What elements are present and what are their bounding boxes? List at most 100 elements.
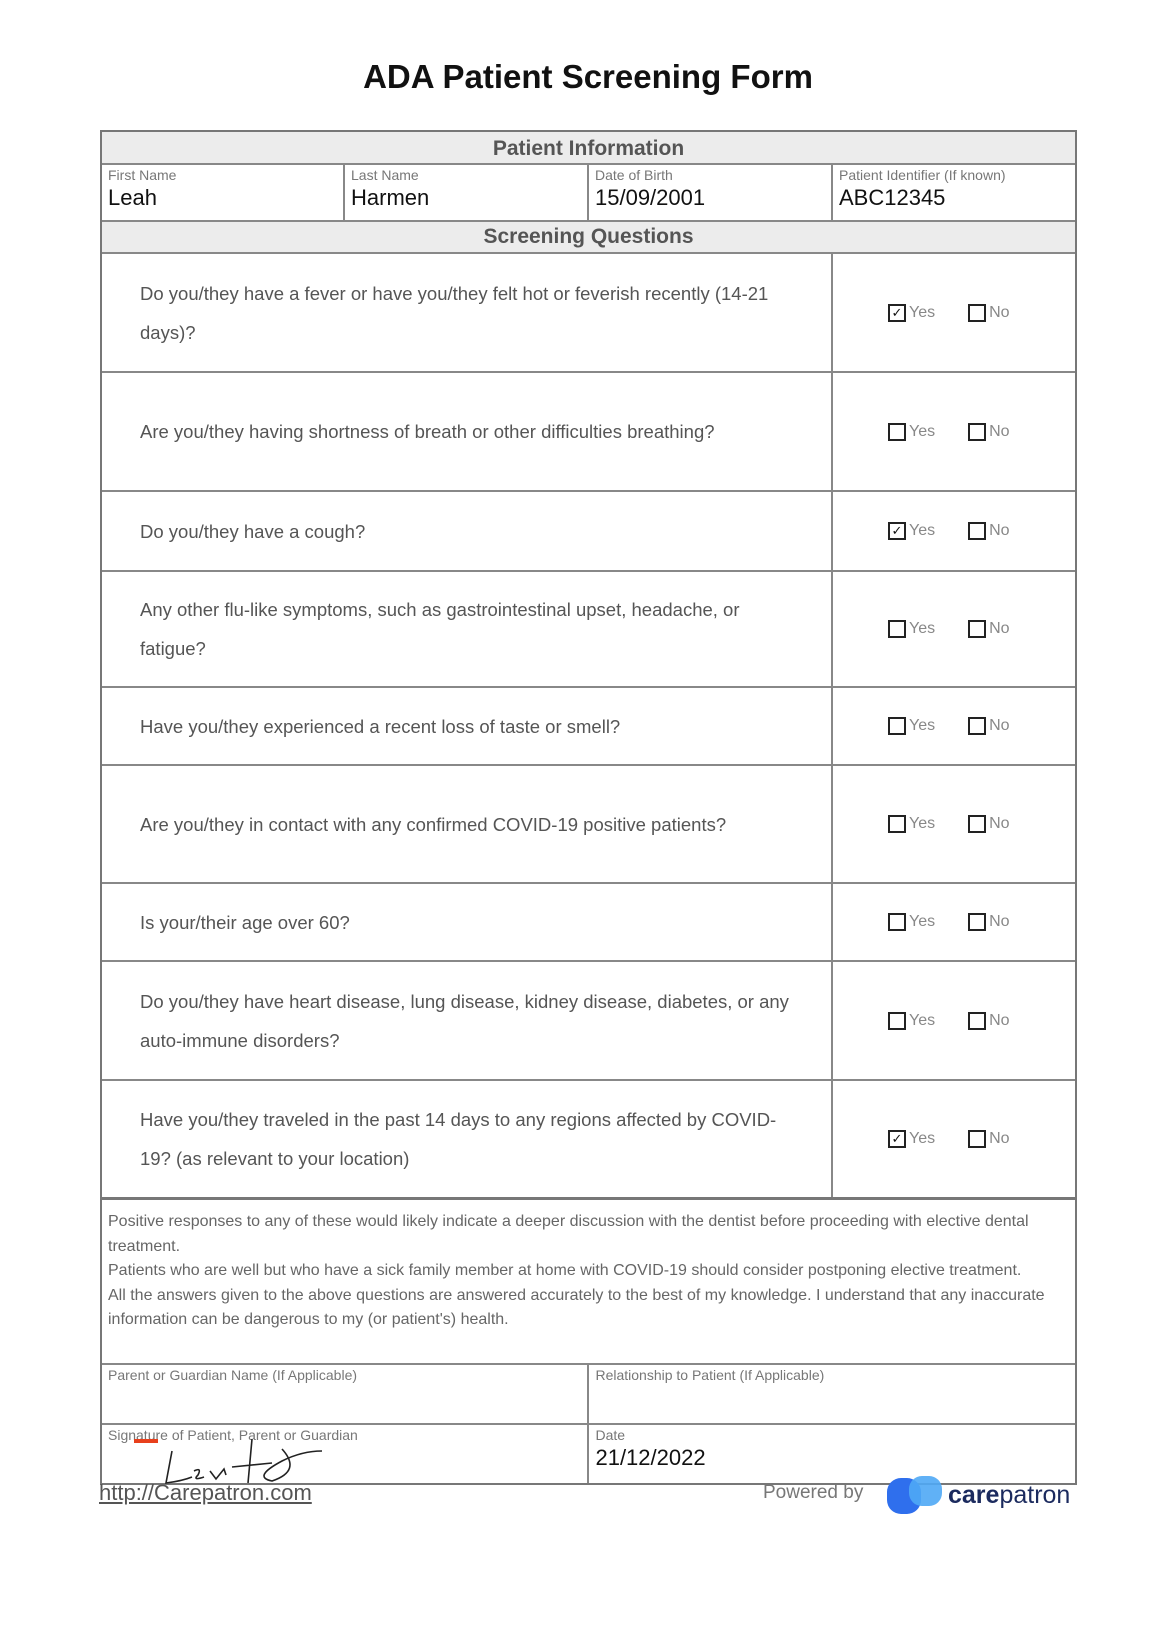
answer-options: ✓ Yes No xyxy=(833,1081,1075,1197)
no-checkbox[interactable] xyxy=(968,717,987,735)
yes-option[interactable]: Yes xyxy=(888,422,935,441)
no-option[interactable]: No xyxy=(968,1011,1010,1030)
no-checkbox[interactable] xyxy=(968,1130,987,1148)
yes-checkbox[interactable] xyxy=(888,717,906,735)
yes-label: Yes xyxy=(909,815,936,832)
question-row: Do you/they have a fever or have you/the… xyxy=(102,254,1075,373)
brand-rest: patron xyxy=(999,1480,1071,1509)
yes-checkbox[interactable]: ✓ xyxy=(888,303,906,322)
signature-field[interactable]: Signature of Patient, Parent or Guardian xyxy=(102,1425,590,1484)
page-title: ADA Patient Screening Form xyxy=(363,58,813,95)
notes-section: Positive responses to any of these would… xyxy=(102,1197,1075,1363)
yes-label: Yes xyxy=(909,303,936,321)
no-label: No xyxy=(989,620,1010,637)
no-label: No xyxy=(989,422,1010,440)
date-field[interactable]: Date 21/12/2022 xyxy=(589,1425,1075,1483)
yes-checkbox[interactable] xyxy=(888,815,906,833)
answer-options: Yes No xyxy=(833,572,1075,686)
guardian-name-field[interactable]: Parent or Guardian Name (If Applicable) xyxy=(102,1365,590,1423)
yes-option[interactable]: ✓ Yes xyxy=(888,522,935,540)
no-checkbox[interactable] xyxy=(968,522,987,540)
question-text: Do you/they have a cough? xyxy=(102,492,833,570)
question-text: Have you/they traveled in the past 14 da… xyxy=(102,1081,833,1197)
question-row: Is your/their age over 60? Yes No xyxy=(102,884,1075,962)
question-row: Do you/they have heart disease, lung dis… xyxy=(102,962,1075,1081)
yes-label: Yes xyxy=(909,620,936,637)
date-of-birth-field[interactable]: Date of Birth 15/09/2001 xyxy=(589,165,833,220)
yes-option[interactable]: Yes xyxy=(888,815,935,833)
no-checkbox[interactable] xyxy=(968,913,987,931)
question-text: Is your/their age over 60? xyxy=(102,884,833,960)
yes-checkbox[interactable] xyxy=(888,620,906,638)
signature-image xyxy=(134,1438,323,1484)
date-of-birth-value: 15/09/2001 xyxy=(595,185,706,210)
no-option[interactable]: No xyxy=(968,522,1010,540)
guardian-name-label: Parent or Guardian Name (If Applicable) xyxy=(108,1367,358,1383)
relationship-label: Relationship to Patient (If Applicable) xyxy=(595,1367,825,1383)
question-text: Do you/they have heart disease, lung dis… xyxy=(102,962,833,1079)
yes-label: Yes xyxy=(909,1011,936,1029)
answer-options: ✓ Yes No xyxy=(833,492,1075,570)
yes-label: Yes xyxy=(909,717,936,734)
signature-row: Signature of Patient, Parent or Guardian… xyxy=(102,1423,1075,1484)
yes-label: Yes xyxy=(909,1130,936,1147)
question-text: Any other flu-like symptoms, such as gas… xyxy=(102,572,833,686)
no-option[interactable]: No xyxy=(968,303,1010,322)
no-checkbox[interactable] xyxy=(968,303,987,322)
no-checkbox[interactable] xyxy=(968,422,987,441)
question-text: Have you/they experienced a recent loss … xyxy=(102,688,833,764)
answer-options: Yes No xyxy=(833,884,1075,960)
answer-options: Yes No xyxy=(833,688,1075,764)
question-row: Have you/they traveled in the past 14 da… xyxy=(102,1081,1075,1197)
date-of-birth-label: Date of Birth xyxy=(595,167,673,183)
note-text: Positive responses to any of these would… xyxy=(108,1213,1029,1255)
last-name-field[interactable]: Last Name Harmen xyxy=(345,165,589,220)
screening-form: Patient Information First Name Leah Last… xyxy=(100,130,1077,1485)
answer-options: Yes No xyxy=(833,766,1075,882)
yes-label: Yes xyxy=(909,913,936,930)
last-name-label: Last Name xyxy=(351,167,419,183)
yes-option[interactable]: Yes xyxy=(888,717,935,735)
guardian-row: Parent or Guardian Name (If Applicable) … xyxy=(102,1363,1075,1423)
yes-checkbox[interactable] xyxy=(888,913,906,931)
yes-option[interactable]: ✓ Yes xyxy=(888,303,936,322)
brand-bold: care xyxy=(948,1480,1000,1509)
no-option[interactable]: No xyxy=(968,422,1010,441)
no-option[interactable]: No xyxy=(968,620,1010,638)
question-row: Have you/they experienced a recent loss … xyxy=(102,688,1075,766)
no-label: No xyxy=(989,1011,1010,1029)
yes-option[interactable]: ✓ Yes xyxy=(888,1130,935,1148)
no-checkbox[interactable] xyxy=(968,815,987,833)
note-text: Patients who are well but who have a sic… xyxy=(108,1262,1022,1279)
carepatron-link[interactable]: http://Carepatron.com xyxy=(99,1480,312,1505)
patient-identifier-field[interactable]: Patient Identifier (If known) ABC12345 xyxy=(833,165,1075,220)
yes-option[interactable]: Yes xyxy=(888,1011,936,1030)
carepatron-logo-icon xyxy=(887,1476,942,1514)
yes-option[interactable]: Yes xyxy=(888,913,935,931)
note-text: All the answers given to the above quest… xyxy=(108,1286,1045,1329)
no-option[interactable]: No xyxy=(968,1130,1010,1148)
yes-label: Yes xyxy=(909,522,936,539)
powered-by-text: Powered by xyxy=(763,1482,864,1503)
answer-options: Yes No xyxy=(833,962,1075,1079)
no-option[interactable]: No xyxy=(968,717,1010,735)
no-label: No xyxy=(989,1130,1010,1147)
yes-checkbox[interactable]: ✓ xyxy=(888,1130,906,1148)
first-name-value: Leah xyxy=(108,185,157,210)
questions-list: Do you/they have a fever or have you/the… xyxy=(102,254,1075,1197)
no-label: No xyxy=(989,303,1010,321)
no-option[interactable]: No xyxy=(968,815,1010,833)
first-name-label: First Name xyxy=(108,167,177,183)
no-checkbox[interactable] xyxy=(968,620,987,638)
no-checkbox[interactable] xyxy=(968,1011,987,1030)
question-text: Are you/they in contact with any confirm… xyxy=(102,766,833,882)
relationship-field[interactable]: Relationship to Patient (If Applicable) xyxy=(589,1365,1075,1423)
yes-checkbox[interactable] xyxy=(888,422,906,441)
patient-information-heading: Patient Information xyxy=(102,132,1075,165)
yes-option[interactable]: Yes xyxy=(888,620,935,638)
first-name-field[interactable]: First Name Leah xyxy=(102,165,345,220)
no-option[interactable]: No xyxy=(968,913,1010,931)
yes-checkbox[interactable]: ✓ xyxy=(888,522,906,540)
yes-checkbox[interactable] xyxy=(888,1011,906,1030)
no-label: No xyxy=(989,717,1010,734)
